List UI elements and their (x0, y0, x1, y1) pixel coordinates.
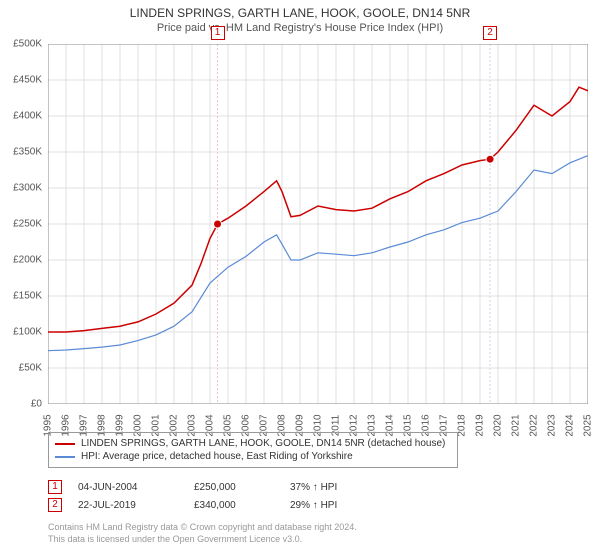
title-block: LINDEN SPRINGS, GARTH LANE, HOOK, GOOLE,… (0, 0, 600, 34)
y-tick-label: £450K (0, 75, 42, 86)
y-tick-label: £150K (0, 291, 42, 302)
legend-label: LINDEN SPRINGS, GARTH LANE, HOOK, GOOLE,… (81, 438, 445, 449)
sale-marker-icon: 2 (48, 498, 62, 512)
legend-swatch (55, 443, 75, 445)
legend-label: HPI: Average price, detached house, East… (81, 451, 353, 462)
y-tick-label: £100K (0, 327, 42, 338)
x-tick-label: 2022 (529, 414, 540, 436)
legend-item: HPI: Average price, detached house, East… (55, 450, 451, 463)
y-tick-label: £500K (0, 39, 42, 50)
footnote-line: This data is licensed under the Open Gov… (48, 534, 357, 546)
sale-hpi: 29% ↑ HPI (290, 500, 370, 511)
sale-marker-icon: 1 (48, 480, 62, 494)
x-tick-label: 2024 (565, 414, 576, 436)
y-tick-label: £50K (0, 363, 42, 374)
legend-item: LINDEN SPRINGS, GARTH LANE, HOOK, GOOLE,… (55, 437, 451, 450)
x-tick-label: 2025 (583, 414, 594, 436)
legend: LINDEN SPRINGS, GARTH LANE, HOOK, GOOLE,… (48, 432, 458, 468)
chart-marker-label: 2 (483, 26, 497, 40)
sale-price: £340,000 (194, 500, 274, 511)
footnote: Contains HM Land Registry data © Crown c… (48, 522, 357, 545)
legend-swatch (55, 456, 75, 458)
chart-svg (48, 44, 588, 404)
sale-date: 04-JUN-2004 (78, 482, 178, 493)
chart-subtitle: Price paid vs. HM Land Registry's House … (0, 22, 600, 34)
sale-hpi: 37% ↑ HPI (290, 482, 370, 493)
plot-area: £0£50K£100K£150K£200K£250K£300K£350K£400… (48, 44, 588, 404)
y-tick-label: £0 (0, 399, 42, 410)
y-tick-label: £300K (0, 183, 42, 194)
footnote-line: Contains HM Land Registry data © Crown c… (48, 522, 357, 534)
x-tick-label: 2021 (511, 414, 522, 436)
x-tick-label: 2018 (457, 414, 468, 436)
sale-row: 1 04-JUN-2004 £250,000 37% ↑ HPI (48, 478, 370, 496)
x-tick-label: 2020 (493, 414, 504, 436)
y-tick-label: £250K (0, 219, 42, 230)
sales-table: 1 04-JUN-2004 £250,000 37% ↑ HPI 2 22-JU… (48, 478, 370, 514)
chart-marker-label: 1 (211, 26, 225, 40)
y-tick-label: £350K (0, 147, 42, 158)
y-tick-label: £200K (0, 255, 42, 266)
chart-container: LINDEN SPRINGS, GARTH LANE, HOOK, GOOLE,… (0, 0, 600, 560)
sale-date: 22-JUL-2019 (78, 500, 178, 511)
y-tick-label: £400K (0, 111, 42, 122)
x-tick-label: 2019 (475, 414, 486, 436)
x-tick-label: 2023 (547, 414, 558, 436)
sale-price: £250,000 (194, 482, 274, 493)
sale-row: 2 22-JUL-2019 £340,000 29% ↑ HPI (48, 496, 370, 514)
chart-title: LINDEN SPRINGS, GARTH LANE, HOOK, GOOLE,… (0, 6, 600, 20)
